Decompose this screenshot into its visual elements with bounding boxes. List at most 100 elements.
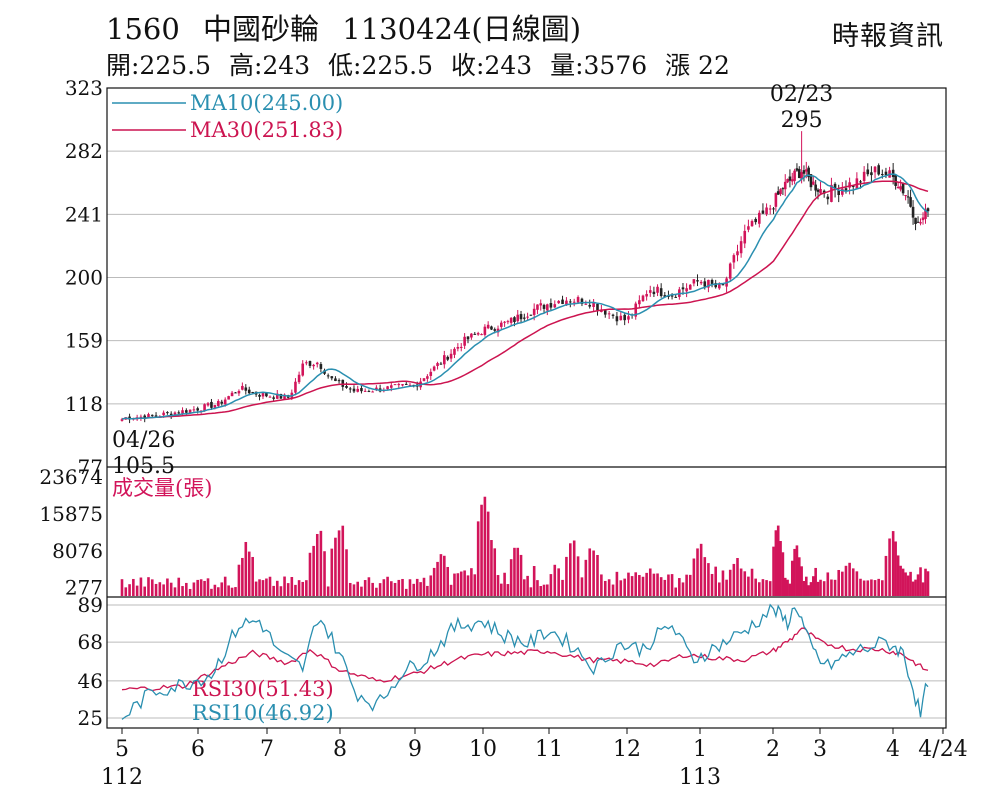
candle-body — [375, 387, 378, 391]
close-value: 收:243 — [451, 51, 533, 80]
candle-body — [750, 221, 754, 227]
x-month-label: 11 — [535, 737, 563, 762]
volume-bar — [826, 572, 830, 596]
volume-bar — [466, 575, 470, 596]
candle-body — [674, 296, 678, 298]
candle-body — [230, 392, 234, 397]
candle-body — [223, 399, 227, 405]
candle-body — [272, 397, 275, 399]
volume-bar — [758, 582, 761, 596]
volume-bar — [765, 580, 768, 596]
volume-bar — [480, 504, 483, 596]
volume-bar — [419, 582, 422, 596]
volume-bar — [503, 572, 506, 596]
volume-bar — [312, 545, 315, 596]
chart-date: 1130424(日線圖) — [342, 12, 582, 46]
candle-body — [459, 346, 463, 348]
volume-bar — [341, 525, 345, 596]
candle-body — [143, 415, 147, 420]
volume-bar — [809, 582, 813, 596]
volume-bar — [486, 511, 490, 596]
volume-bar — [619, 580, 623, 596]
candle-body — [592, 302, 595, 307]
candle-body — [330, 376, 334, 379]
volume-bar — [234, 587, 237, 596]
volume-bar — [707, 563, 710, 596]
candle-body — [147, 414, 150, 419]
volume-bar — [258, 579, 261, 596]
candle-body — [503, 321, 506, 323]
candle-body — [603, 309, 607, 315]
candle-body — [319, 364, 323, 369]
volume-bar — [446, 566, 449, 596]
candle-body — [765, 207, 768, 215]
candle-body — [736, 251, 739, 256]
volume-bar — [185, 582, 188, 596]
x-month-label: 2 — [766, 737, 780, 762]
volume-bar — [812, 576, 815, 596]
candle-body — [166, 412, 169, 414]
candle-body — [611, 314, 615, 316]
candle-body — [523, 317, 526, 319]
candle-body — [500, 322, 503, 327]
candle-body — [896, 186, 900, 188]
candle-body — [432, 366, 436, 371]
volume-bar — [692, 558, 696, 596]
candle-body — [275, 393, 279, 399]
rsi30-label: RSI30(51.43) — [192, 677, 334, 701]
volume-bar — [710, 573, 714, 596]
candle-body — [714, 283, 717, 288]
volume-bar — [275, 580, 279, 596]
candle-body — [911, 206, 915, 218]
volume-bar — [774, 530, 778, 596]
volume-bar — [162, 584, 165, 596]
candle-body — [901, 183, 905, 194]
candle-body — [747, 226, 750, 230]
candle-body — [220, 401, 224, 404]
volume-bar — [830, 579, 833, 596]
volume-bar — [519, 554, 523, 596]
volume-bar — [822, 581, 826, 596]
candle-body — [772, 208, 775, 210]
volume-bar — [244, 541, 248, 596]
candle-body — [721, 283, 725, 286]
volume-bar — [891, 531, 895, 596]
candle-body — [297, 374, 301, 383]
candle-body — [718, 284, 721, 289]
candle-body — [356, 388, 360, 392]
x-month-label: 3 — [813, 737, 827, 762]
candle-body — [213, 405, 217, 408]
volume-bar — [584, 559, 588, 596]
candle-body — [439, 363, 443, 365]
volume-bar — [286, 583, 290, 596]
volume-bar — [909, 571, 912, 596]
candle-body — [542, 304, 546, 309]
volume-bar — [681, 582, 685, 596]
volume-bar — [408, 579, 412, 596]
candle-body — [308, 361, 312, 366]
volume-bar — [523, 579, 526, 596]
candle-body — [294, 381, 297, 393]
volume-bar — [873, 580, 877, 596]
volume-bar — [390, 581, 393, 596]
volume-bar — [881, 580, 884, 596]
candle-body — [150, 414, 154, 416]
candle-body — [529, 314, 533, 316]
volume-bar — [378, 583, 382, 596]
volume-bar — [188, 588, 192, 596]
volume-bar — [795, 545, 799, 596]
candle-body — [312, 364, 315, 367]
volume-bar — [196, 579, 199, 596]
volume-bar — [496, 575, 500, 596]
volume-bar — [615, 571, 619, 596]
candle-body — [786, 179, 789, 183]
volume-bar — [429, 575, 433, 596]
candle-body — [924, 209, 927, 219]
x-month-label: 9 — [408, 737, 422, 762]
volume-bar — [725, 579, 728, 596]
candle-body — [557, 300, 560, 304]
x-month-label: 12 — [613, 737, 641, 762]
volume-bar — [718, 582, 721, 596]
candle-body — [681, 287, 685, 290]
